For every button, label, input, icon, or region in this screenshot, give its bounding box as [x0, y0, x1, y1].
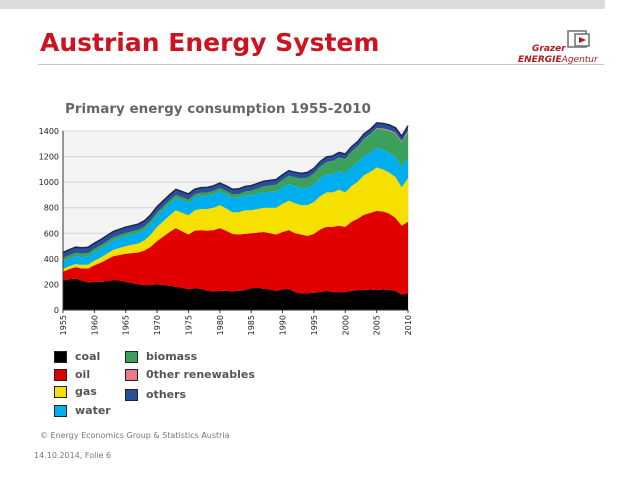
- y-tick-label: 1000: [39, 178, 59, 187]
- x-tick-label: 1990: [279, 315, 288, 335]
- legend-swatch-others: [125, 389, 138, 401]
- y-tick-labels: 0 200 400 600 800 1000 1200 1400: [39, 127, 59, 315]
- legend-swatch-gas: [54, 386, 67, 398]
- legend-label-coal: coal: [75, 350, 101, 363]
- x-tick-label: 1955: [59, 315, 68, 335]
- logo-line1: Grazer: [532, 44, 566, 54]
- legend-label-others: others: [146, 388, 187, 401]
- grazer-energieagentur-logo: Grazer ENERGIEAgentur: [514, 28, 610, 68]
- x-tick-label: 2005: [373, 315, 382, 335]
- area-others: [63, 123, 408, 259]
- y-tick-label: 1400: [39, 127, 59, 136]
- legend-label-water: water: [75, 404, 111, 417]
- legend-swatch-other-renewables: [125, 369, 138, 381]
- x-tick-label: 1975: [184, 315, 193, 335]
- x-tick-label: 1995: [310, 315, 319, 335]
- footer-date-slide: 14.10.2014, Folie 6: [34, 451, 112, 460]
- area-biomass: [63, 128, 408, 262]
- total-outline: [62, 122, 409, 254]
- x-tick-label: 2000: [341, 315, 350, 335]
- axes: [62, 131, 409, 313]
- x-tick-label: 1980: [216, 315, 225, 335]
- area-oil: [63, 210, 408, 295]
- logo-icon: [567, 30, 590, 48]
- legend-swatch-coal: [54, 351, 67, 363]
- area-water: [63, 148, 408, 270]
- y-tick-label: 200: [44, 280, 59, 289]
- legend-swatch-biomass: [125, 351, 138, 363]
- area-gas: [63, 167, 408, 272]
- legend-swatch-oil: [54, 369, 67, 381]
- legend-label-oil: oil: [75, 368, 91, 381]
- legend-swatch-water: [54, 405, 67, 417]
- y-tick-label: 0: [54, 306, 59, 315]
- x-tick-label: 1985: [247, 315, 256, 335]
- chart-title: Primary energy consumption 1955-2010: [65, 101, 371, 117]
- logo-line2: ENERGIEAgentur: [518, 55, 598, 65]
- x-tick-labels: 1955 1960 1965 1970 1975 1980 1985 1990 1995 2000…: [59, 315, 413, 335]
- top-bar: [0, 0, 605, 9]
- legend-label-gas: gas: [75, 385, 97, 398]
- y-tick-label: 1200: [39, 153, 59, 162]
- legend-label-other-renewables: 0ther renewables: [146, 368, 255, 381]
- x-tick-label: 1970: [153, 315, 162, 335]
- title-divider: [38, 64, 604, 65]
- area-coal: [63, 278, 408, 310]
- source-note: © Energy Economics Group & Statistics Au…: [40, 431, 230, 440]
- legend-label-biomass: biomass: [146, 350, 198, 363]
- area-series: [62, 122, 409, 310]
- slide-title: Austrian Energy System: [40, 28, 380, 57]
- y-tick-label: 600: [44, 229, 59, 238]
- y-tick-label: 400: [44, 255, 59, 264]
- x-tick-label: 2010: [404, 315, 413, 335]
- x-tick-label: 1965: [122, 315, 131, 335]
- x-tick-label: 1960: [90, 315, 99, 335]
- y-tick-label: 800: [44, 204, 59, 213]
